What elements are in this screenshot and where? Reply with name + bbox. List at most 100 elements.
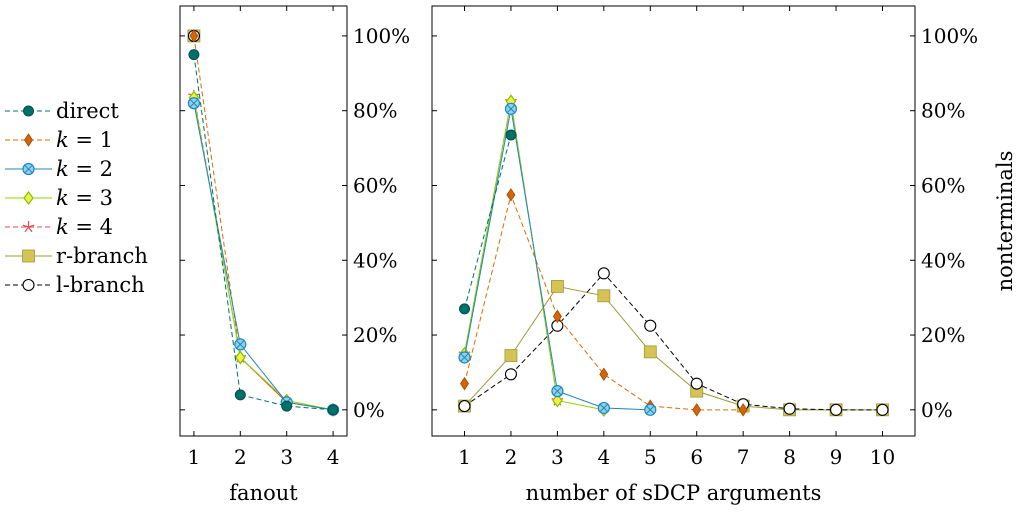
data-point (643, 345, 657, 359)
legend-entry-l-branch: l-branch (5, 273, 145, 297)
legend-entry-r-branch: r-branch (5, 244, 148, 268)
x-tick-label: 6 (690, 445, 703, 469)
series-k-4 (188, 89, 339, 416)
y-tick-label: 0% (921, 398, 953, 422)
data-point (690, 377, 703, 390)
data-point (281, 400, 293, 412)
data-point (235, 350, 246, 365)
x-tick-label: 2 (505, 445, 518, 469)
data-point (505, 129, 517, 141)
y-tick-label: 80% (353, 99, 397, 123)
data-point (327, 404, 339, 416)
legend-marker (22, 278, 35, 292)
data-point (504, 368, 518, 381)
x-tick-label: 3 (280, 445, 293, 469)
series-direct (459, 129, 517, 315)
x-tick-label: 4 (597, 445, 610, 469)
data-point (234, 338, 247, 351)
x-tick-label: 10 (870, 445, 895, 469)
x-axis-label: fanout (229, 481, 298, 505)
data-point (458, 400, 471, 413)
data-point (188, 49, 200, 61)
series-line (464, 108, 651, 411)
legend-label: direct (56, 99, 119, 123)
plot-frame (431, 5, 916, 437)
x-tick-label: 2 (234, 445, 247, 469)
legend-label: r-branch (56, 244, 148, 268)
series-line (193, 103, 334, 411)
data-point (738, 403, 748, 417)
x-tick-label: 3 (551, 445, 564, 469)
series-line (193, 95, 334, 411)
data-point (551, 385, 564, 398)
series-direct (188, 49, 339, 416)
data-point (550, 280, 564, 293)
data-point (552, 393, 563, 408)
data-point (506, 188, 516, 202)
y-tick-label: 60% (921, 173, 965, 197)
legend-label: l-branch (56, 273, 145, 297)
data-point (460, 376, 469, 391)
data-point (504, 102, 518, 115)
series-k-2 (187, 97, 340, 416)
data-point (552, 309, 562, 324)
legend: direct k = 1 k = 2 k = 3 k = 4 r-branch l-bran… (5, 99, 148, 297)
series-line (464, 134, 512, 309)
y-axis-label: nonterminals (993, 151, 1017, 292)
y-tick-label: 80% (921, 99, 965, 123)
data-point (829, 403, 843, 416)
y-tick-label: 60% (353, 173, 397, 197)
data-point (187, 97, 201, 110)
series-k-3 (188, 90, 339, 417)
legend-entry-k-2: k = 2 (5, 157, 113, 181)
data-point (644, 403, 657, 416)
legend-label: k = 1 (56, 128, 113, 152)
data-point (504, 349, 518, 363)
x-tick-label: 4 (327, 445, 340, 469)
legend-marker (23, 105, 34, 117)
legend-marker (22, 162, 35, 176)
y-tick-label: 100% (353, 24, 410, 48)
plot-frame (179, 5, 348, 437)
y-tick-label: 100% (921, 24, 978, 48)
data-point (783, 402, 796, 415)
sdcp-arguments-panel: 1 2 3 4 5 6 7 8 9 100%20%40%60%80%100%number of s… (431, 5, 1017, 505)
series-r-branch (458, 280, 889, 417)
data-point (692, 403, 702, 417)
data-point (644, 319, 657, 332)
legend-entry-k-1: k = 1 (5, 128, 113, 152)
data-point (876, 403, 889, 416)
x-tick-label: 8 (783, 445, 796, 469)
series-line (193, 35, 334, 411)
x-axis-label: number of sDCP arguments (526, 481, 822, 505)
series-k-2 (458, 102, 657, 416)
y-tick-label: 0% (353, 398, 385, 422)
data-point (458, 351, 471, 364)
x-tick-label: 7 (737, 445, 750, 469)
series-line (464, 285, 883, 411)
data-point (599, 367, 609, 382)
series-k-1 (460, 188, 748, 417)
series-k-1 (189, 29, 338, 417)
legend-label: k = 2 (56, 157, 113, 181)
legend-entry-k-4: k = 4 (5, 215, 113, 239)
y-tick-label: 20% (921, 323, 965, 347)
data-point (597, 267, 610, 280)
legend-marker (22, 249, 35, 263)
data-point (597, 289, 611, 303)
legend-label: k = 4 (56, 215, 113, 239)
legend-entry-direct: direct (5, 99, 119, 123)
legend-marker (24, 133, 33, 147)
data-point (597, 401, 610, 415)
data-point (459, 303, 471, 315)
series-line (464, 272, 883, 411)
legend-marker (22, 221, 35, 233)
y-tick-label: 20% (353, 323, 397, 347)
y-tick-label: 40% (921, 248, 965, 272)
legend-label: k = 3 (56, 186, 113, 210)
series-line (193, 97, 334, 411)
x-tick-label: 1 (188, 445, 201, 469)
series-l-branch (458, 267, 889, 416)
legend-entry-k-3: k = 3 (5, 186, 113, 210)
x-tick-label: 1 (458, 445, 471, 469)
